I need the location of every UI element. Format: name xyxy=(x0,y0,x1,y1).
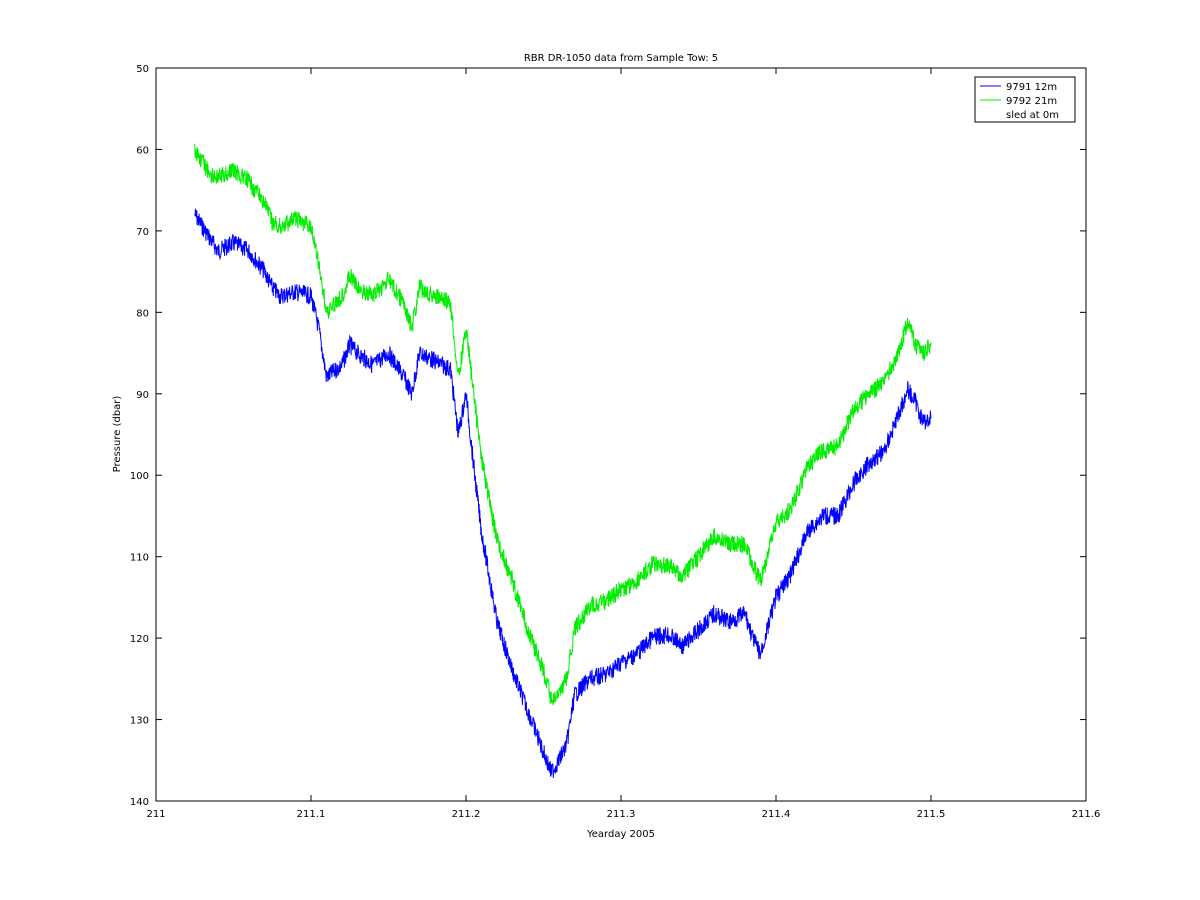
series-line-1 xyxy=(194,208,932,779)
y-tick-label: 110 xyxy=(130,553,149,564)
legend-entry: sled at 0m xyxy=(1006,110,1059,121)
x-axis-label: Yearday 2005 xyxy=(586,829,655,840)
series-layer xyxy=(194,143,932,779)
y-tick-label: 130 xyxy=(130,716,149,727)
x-tick-label: 211.3 xyxy=(607,809,636,820)
ticks-layer: 211 211.1 211.2 211.3 211.4 211.5 211.6 50 60 70 8… xyxy=(130,64,1100,820)
series-line-2 xyxy=(194,143,932,706)
x-tick-label: 211.6 xyxy=(1072,809,1101,820)
x-tick-label: 211.2 xyxy=(452,809,481,820)
y-tick-label: 60 xyxy=(136,145,149,156)
y-tick-label: 90 xyxy=(136,390,149,401)
y-tick-label: 140 xyxy=(130,797,149,808)
y-tick-label: 50 xyxy=(136,64,149,75)
y-tick-label: 100 xyxy=(130,471,149,482)
x-tick-label: 211 xyxy=(146,809,165,820)
plot-area xyxy=(156,68,1086,801)
x-tick-label: 211.5 xyxy=(917,809,946,820)
chart-title: RBR DR-1050 data from Sample Tow: 5 xyxy=(524,53,718,64)
y-tick-label: 80 xyxy=(136,308,149,319)
legend: 9791 12m 9792 21m sled at 0m xyxy=(974,76,1076,123)
legend-entry: 9791 12m xyxy=(1006,82,1057,93)
x-tick-label: 211.4 xyxy=(762,809,791,820)
x-tick-label: 211.1 xyxy=(297,809,326,820)
y-axis-label: Pressure (dbar) xyxy=(112,396,123,473)
y-tick-label: 120 xyxy=(130,634,149,645)
y-tick-label: 70 xyxy=(136,227,149,238)
legend-entry: 9792 21m xyxy=(1006,96,1057,107)
